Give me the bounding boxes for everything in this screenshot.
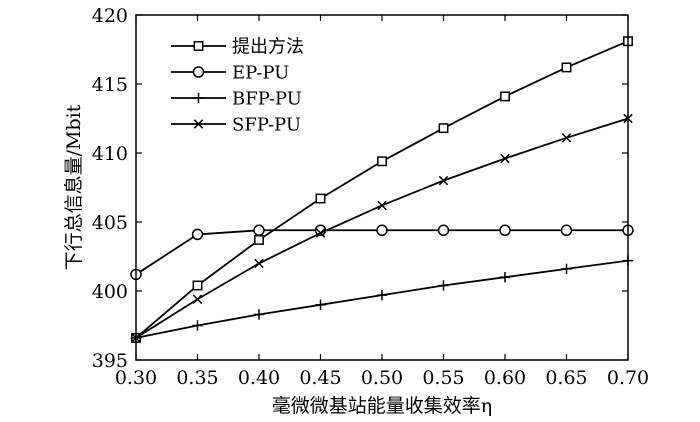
y-tick-label: 415 [92, 74, 128, 96]
x-tick-label: 0.40 [238, 367, 280, 389]
data-point [377, 200, 387, 211]
data-point [437, 224, 450, 237]
x-tick-label: 0.50 [361, 367, 403, 389]
legend-label: 提出方法 [232, 37, 304, 58]
y-tick-label: 410 [92, 143, 128, 165]
data-point [376, 289, 388, 301]
data-point [499, 224, 511, 237]
x-tick-label: 0.30 [115, 367, 157, 389]
legend-marker [193, 119, 204, 129]
series-layer [130, 36, 634, 344]
data-point [438, 123, 449, 134]
data-point [253, 309, 265, 320]
data-point [315, 193, 326, 204]
data-point [499, 272, 511, 283]
data-point [254, 258, 264, 269]
x-tick-label: 0.55 [422, 367, 464, 389]
data-point [500, 91, 510, 102]
legend-label: SFP-PU [232, 115, 301, 136]
data-point [561, 263, 572, 275]
series-line [135, 229, 628, 276]
series-plus [130, 255, 634, 344]
legend-marker [193, 92, 204, 104]
data-point [438, 175, 449, 186]
data-point [192, 294, 203, 305]
data-point [438, 280, 449, 291]
x-tick-label: 0.70 [607, 367, 649, 389]
legend-entry: BFP-PU [171, 89, 302, 110]
data-point [315, 228, 326, 238]
legend-label: BFP-PU [232, 89, 302, 110]
x-tick-label: 0.60 [484, 367, 526, 389]
data-point [561, 62, 572, 73]
legend-entry: SFP-PU [171, 115, 301, 136]
x-tick-label: 0.35 [176, 367, 218, 389]
data-point [254, 234, 264, 245]
legend-entry: 提出方法 [171, 37, 304, 58]
ticks-layer: 0.30 0.35 0.40 0.45 0.50 0.55 0.60 0.65 0.70 395 4… [92, 5, 649, 389]
series-circle [130, 224, 634, 281]
data-point [191, 228, 204, 241]
x-axis-label: 毫微微基站能量收集效率η [272, 395, 492, 417]
x-tick-label: 0.45 [299, 367, 341, 389]
y-tick-label: 400 [92, 281, 128, 303]
x-tick-label: 0.65 [545, 367, 587, 389]
y-axis-label: 下行总信息量/Mbit [63, 104, 85, 270]
legend-marker [192, 66, 205, 78]
plot-frame [135, 14, 629, 361]
data-point [192, 280, 203, 291]
legend: 提出方法 EP-PU BFP-PU SFP-PU [171, 37, 304, 136]
data-point [561, 133, 572, 143]
data-point [315, 299, 326, 310]
y-tick-label: 405 [92, 212, 128, 234]
legend-marker [193, 41, 204, 51]
legend-label: EP-PU [232, 63, 289, 84]
data-point [500, 153, 510, 164]
data-point [377, 156, 387, 167]
legend-entry: EP-PU [171, 63, 289, 84]
y-tick-label: 420 [92, 5, 128, 27]
data-point [376, 224, 388, 237]
y-tick-label: 395 [92, 350, 128, 372]
data-point [192, 320, 203, 331]
data-point [253, 224, 265, 237]
data-point [560, 224, 573, 237]
